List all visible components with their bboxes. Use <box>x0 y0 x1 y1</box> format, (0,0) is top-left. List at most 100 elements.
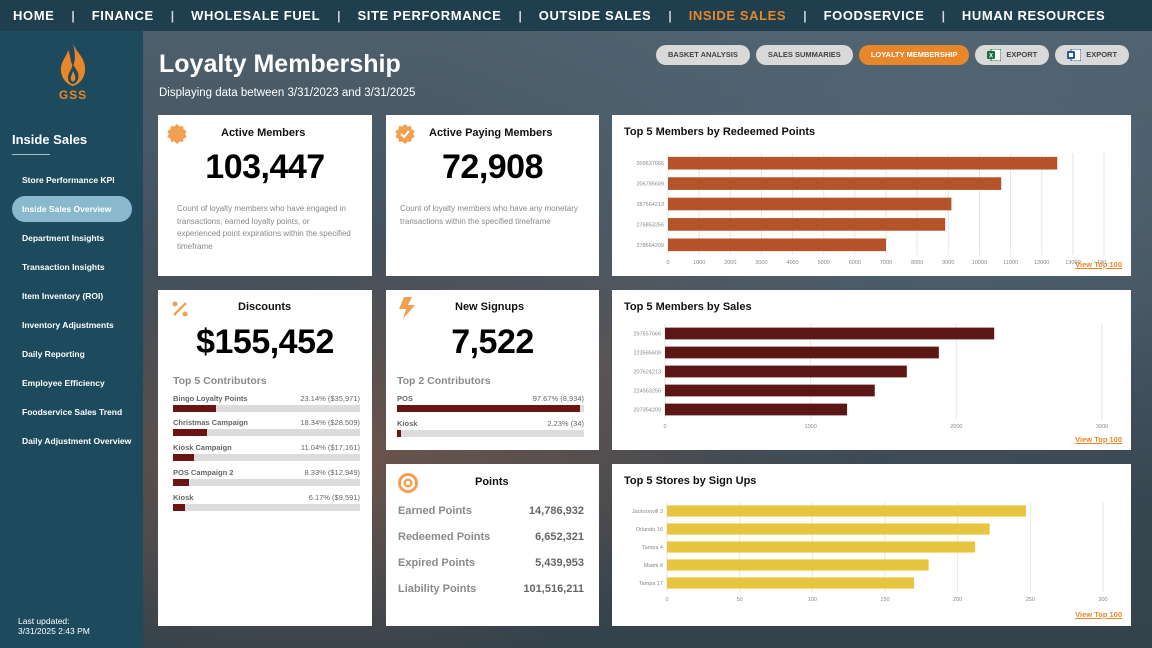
contributor-label: Kiosk <box>397 419 418 428</box>
new-signups-card: New Signups 7,522 Top 2 Contributors POS… <box>386 290 599 450</box>
x-tick-label: 200 <box>953 597 962 603</box>
basket-analysis-button[interactable]: BASKET ANALYSIS <box>656 45 750 65</box>
active-members-value: 103,447 <box>205 148 325 186</box>
sales-chart-card: Top 5 Members by Sales 0 1000 2000 3000 2976… <box>612 290 1131 450</box>
store-signups-chart-card: Top 5 Stores by Sign Ups 0 50 100 150 200 250… <box>612 464 1131 626</box>
sidebar-item-department-insights[interactable]: Department Insights <box>22 233 105 243</box>
redeemed-points-chart: 0 1000 2000 3000 4000 5000 6000 7000 8000 9000 100… <box>636 153 1111 266</box>
chart-title: Top 5 Stores by Sign Ups <box>624 475 757 487</box>
x-tick-label: 12000 <box>1034 260 1049 266</box>
redeemed-points-value: 6,652,321 <box>535 531 584 543</box>
x-tick-label: 250 <box>1026 597 1035 603</box>
new-signups-title: New Signups <box>455 301 525 313</box>
member-sales-chart: 0 1000 2000 3000 297657666 223565609 207624213… <box>633 324 1108 430</box>
presentation-icon <box>1067 49 1082 61</box>
bar <box>665 403 848 416</box>
loyalty-membership-button[interactable]: LOYALTY MEMBERSHIP <box>858 45 970 65</box>
redeemed-points-chart-card: Top 5 Members by Redeemed Points 0 1000 20… <box>612 115 1131 276</box>
divider <box>12 154 50 155</box>
excel-icon: X <box>987 49 1002 61</box>
nav-site-performance[interactable]: SITE PERFORMANCE <box>357 8 502 23</box>
y-category-label: 224563256 <box>633 389 661 395</box>
nav-separator: | <box>71 8 75 23</box>
top-navigation: HOME | FINANCE | WHOLESALE FUEL | SITE P… <box>0 0 1152 31</box>
nav-outside-sales[interactable]: OUTSIDE SALES <box>538 8 652 23</box>
new-signups-value: 7,522 <box>451 323 534 361</box>
y-category-label: Tampa 4 <box>642 545 663 551</box>
last-updated: Last updated: 3/31/2025 2:43 PM <box>18 616 90 636</box>
nav-human-resources[interactable]: HUMAN RESOURCES <box>961 8 1106 23</box>
contributor-value: 23.14% ($35,971) <box>300 394 360 403</box>
verified-badge-icon <box>395 124 415 144</box>
view-top-100-link[interactable]: View Top 100 <box>1075 260 1122 269</box>
export-excel-button[interactable]: X EXPORT <box>975 45 1050 65</box>
sidebar-item-daily-reporting[interactable]: Daily Reporting <box>22 349 85 359</box>
nav-separator: | <box>337 8 341 23</box>
badge-icon <box>167 124 187 144</box>
export-pdf-button[interactable]: EXPORT <box>1055 45 1130 65</box>
bar <box>667 577 915 589</box>
percent-icon <box>172 301 188 317</box>
contributor-value: 11.04% ($17,161) <box>300 443 360 452</box>
sidebar-item-store-performance-kpi[interactable]: Store Performance KPI <box>22 175 115 185</box>
sidebar-item-daily-adjustment-overview[interactable]: Daily Adjustment Overview <box>22 436 132 446</box>
x-tick-label: 10000 <box>972 260 987 266</box>
x-tick-label: 8000 <box>911 260 923 266</box>
contributor-bar <box>173 479 189 486</box>
contributor-value: 8.33% ($12,949) <box>304 468 360 477</box>
x-tick-label: 5000 <box>818 260 830 266</box>
nav-wholesale-fuel[interactable]: WHOLESALE FUEL <box>191 8 321 23</box>
nav-separator: | <box>803 8 807 23</box>
sidebar-item-foodservice-sales-trend[interactable]: Foodservice Sales Trend <box>22 407 123 417</box>
bar <box>667 559 929 571</box>
contributor-bar <box>173 429 208 436</box>
view-top-100-link[interactable]: View Top 100 <box>1075 610 1122 619</box>
bar <box>667 523 990 535</box>
y-category-label: Miami 8 <box>644 563 663 569</box>
signups-contributors-title: Top 2 Contributors <box>397 375 491 387</box>
gss-logo[interactable]: GSS <box>56 42 90 104</box>
y-category-label: 223565609 <box>633 351 661 357</box>
bar <box>665 346 939 359</box>
sidebar-item-inside-sales-overview[interactable]: Inside Sales Overview <box>12 196 132 222</box>
nav-home[interactable]: HOME <box>13 8 55 23</box>
sidebar-item-inventory-adjustments[interactable]: Inventory Adjustments <box>22 320 114 330</box>
export-label: EXPORT <box>1086 50 1118 59</box>
y-category-label: 206785609 <box>636 182 664 188</box>
nav-separator: | <box>668 8 672 23</box>
active-members-card: Active Members 103,447 Count of loyalty … <box>158 115 372 276</box>
contributor-bar-track <box>397 430 584 437</box>
sidebar-item-transaction-insights[interactable]: Transaction Insights <box>22 262 105 272</box>
contributor-row: Kiosk Campaign 11.04% ($17,161) <box>173 443 360 461</box>
contributor-row: Bingo Loyalty Points 23.14% ($35,971) <box>173 394 360 412</box>
bar <box>668 156 1058 170</box>
x-tick-label: 13000 <box>1065 260 1080 266</box>
expired-points-label: Expired Points <box>398 557 476 569</box>
y-category-label: 209637666 <box>636 161 664 167</box>
sales-summaries-button[interactable]: SALES SUMMARIES <box>755 45 853 65</box>
view-top-100-link[interactable]: View Top 100 <box>1075 435 1122 444</box>
bar <box>667 541 976 553</box>
nav-finance[interactable]: FINANCE <box>91 8 154 23</box>
contributor-bar-track <box>173 479 360 486</box>
page-title: Loyalty Membership <box>159 50 401 78</box>
x-tick-label: 3000 <box>755 260 767 266</box>
nav-foodservice[interactable]: FOODSERVICE <box>823 8 925 23</box>
nav-separator: | <box>941 8 945 23</box>
x-tick-label: 2000 <box>950 424 962 430</box>
contributor-label: Bingo Loyalty Points <box>173 394 248 403</box>
contributor-bar-track <box>173 405 360 412</box>
contributor-bar-track <box>173 429 360 436</box>
x-tick-label: 0 <box>665 597 668 603</box>
last-updated-label: Last updated: <box>18 616 70 626</box>
contributor-label: Kiosk <box>173 493 194 502</box>
x-tick-label: 50 <box>737 597 743 603</box>
nav-separator: | <box>518 8 522 23</box>
sidebar-item-item-inventory[interactable]: Item Inventory (ROI) <box>22 291 104 301</box>
bar <box>668 197 952 211</box>
x-tick-label: 1000 <box>693 260 705 266</box>
active-members-description: Count of loyalty members who have engage… <box>177 204 351 251</box>
nav-inside-sales[interactable]: INSIDE SALES <box>688 8 787 23</box>
sidebar-item-employee-efficiency[interactable]: Employee Efficiency <box>22 378 105 388</box>
flame-icon <box>60 43 86 86</box>
